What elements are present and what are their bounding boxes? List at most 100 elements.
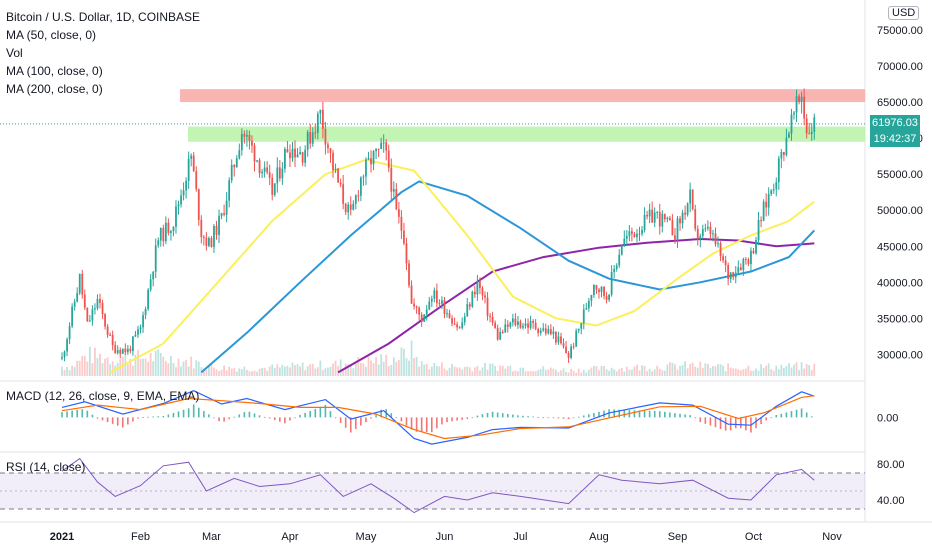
candle-body (441, 300, 443, 304)
chart-title[interactable]: Bitcoin / U.S. Dollar, 1D, COINBASE (6, 10, 201, 24)
volume-bar (111, 361, 114, 376)
legend-rsi[interactable]: RSI (14, close) (6, 460, 86, 474)
candle-body (646, 214, 648, 217)
candle-body (727, 265, 730, 279)
candle-body (605, 296, 608, 300)
candle-body (466, 304, 469, 317)
volume-bar (106, 357, 109, 376)
candle-body (524, 323, 527, 326)
candle-body (780, 151, 783, 159)
candle-body (438, 303, 441, 305)
macd-histogram-bar (486, 412, 489, 418)
candle-body (542, 328, 545, 331)
volume-bar (289, 367, 291, 376)
macd-histogram-bar (172, 412, 175, 418)
legend-ma100[interactable]: MA (100, close, 0) (6, 64, 103, 78)
candle-body (208, 238, 210, 246)
candle-body (375, 148, 377, 152)
volume-bar (575, 372, 578, 376)
macd-histogram-bar (582, 415, 585, 418)
candle-body (301, 152, 304, 163)
macd-histogram-bar (253, 413, 256, 418)
candle-body (653, 212, 656, 223)
volume-bar (352, 368, 355, 376)
volume-bar (159, 353, 162, 376)
volume-bar (195, 360, 198, 376)
candle-body (468, 304, 471, 307)
candle-body (699, 236, 702, 240)
candle-body (357, 195, 360, 197)
volume-bar (613, 369, 616, 376)
volume-bar (752, 370, 755, 376)
legend-ma50[interactable]: MA (50, close, 0) (6, 28, 97, 42)
candle-body (423, 314, 426, 322)
candle-body (701, 229, 704, 237)
volume-bar (387, 365, 390, 376)
candle-body (106, 326, 109, 335)
volume-bar (213, 367, 215, 376)
volume-bar (76, 360, 79, 376)
volume-bar (549, 367, 552, 376)
candle-body (324, 128, 327, 145)
candle-body (223, 213, 226, 215)
volume-bar (61, 366, 63, 376)
volume-bar (175, 367, 177, 376)
macd-histogram-bar (121, 417, 124, 428)
candle-body (134, 334, 137, 337)
candle-body (101, 303, 104, 315)
candle-body (359, 177, 362, 196)
volume-bar (420, 361, 423, 376)
volume-bar (66, 367, 68, 376)
volume-bar (712, 366, 714, 376)
macd-histogram-bar (425, 417, 428, 433)
candle-body (397, 209, 400, 217)
volume-bar (714, 366, 717, 376)
candle-body (408, 263, 410, 286)
candle-body (537, 328, 540, 333)
candle-body (572, 346, 575, 348)
candle-body (111, 334, 114, 346)
legend-macd[interactable]: MACD (12, 26, close, 9, EMA, EMA) (6, 389, 200, 403)
volume-bar (517, 371, 519, 376)
candle-body (124, 348, 127, 353)
macd-histogram-bar (268, 417, 271, 419)
candle-body (643, 214, 646, 230)
candle-body (332, 152, 334, 171)
candle-body (121, 348, 124, 354)
volume-bar (382, 361, 385, 376)
macd-histogram-bar (395, 417, 398, 419)
candle-body (788, 133, 790, 138)
volume-bar (567, 372, 570, 376)
candle-body (517, 321, 519, 325)
macd-histogram-bar (127, 417, 129, 425)
volume-bar (185, 359, 188, 376)
macd-histogram-bar (653, 410, 656, 418)
volume-bar (395, 361, 398, 376)
candle-body (514, 318, 517, 325)
macd-histogram-bar (633, 410, 636, 418)
candle-body (661, 213, 664, 227)
candle-body (233, 165, 236, 168)
volume-bar (246, 369, 248, 376)
candle-body (722, 256, 724, 261)
volume-bar (699, 361, 702, 376)
candle-body (610, 272, 613, 295)
candle-body (314, 132, 317, 134)
volume-bar (661, 370, 664, 376)
candle-body (451, 318, 453, 324)
currency-button[interactable]: USD (888, 6, 920, 20)
macd-histogram-bar (116, 417, 119, 426)
candle-body (377, 148, 380, 150)
price-axis-label: 45000.00 (877, 241, 923, 253)
candle-body (283, 149, 286, 169)
legend-ma200[interactable]: MA (200, close, 0) (6, 82, 103, 96)
volume-bar (648, 368, 651, 376)
legend-volume[interactable]: Vol (6, 46, 23, 60)
candle-body (777, 158, 780, 183)
macd-histogram-bar (532, 416, 534, 418)
volume-bar (810, 370, 813, 376)
candle-body (139, 327, 142, 330)
macd-histogram-bar (314, 408, 317, 418)
macd-histogram-bar (299, 414, 301, 418)
